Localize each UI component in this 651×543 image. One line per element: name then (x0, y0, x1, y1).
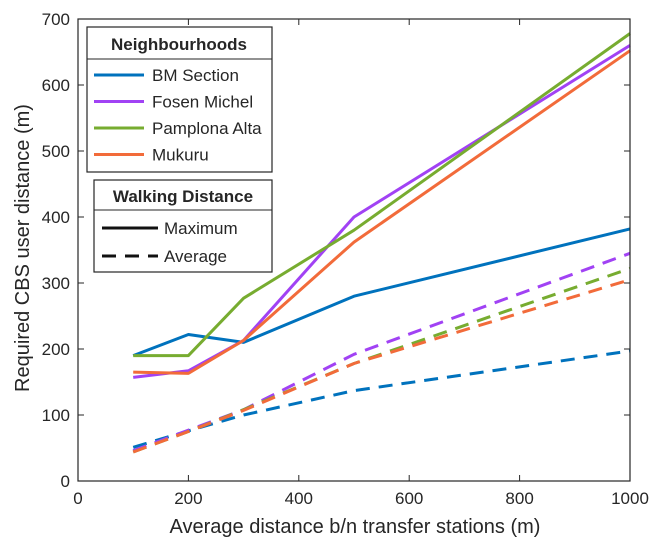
series-line-solid-0 (132, 227, 631, 358)
legend-entries: Maximum Average (102, 219, 238, 266)
tick-labels: 0 200 400 600 800 1000 0 100 200 300 400 500 600 700 (42, 10, 649, 508)
legend-walking-distance: Walking Distance Maximum Average (93, 179, 273, 273)
x-axis-label: Average distance b/n transfer stations (… (170, 516, 541, 538)
series-layer (132, 32, 631, 454)
legend-entry-label: Fosen Michel (152, 93, 253, 112)
legend-box (86, 26, 273, 173)
x-tick-label: 600 (395, 489, 423, 508)
series-line-dashed-4 (132, 349, 631, 449)
y-tick-label: 400 (42, 208, 70, 227)
series-line-solid-2 (133, 32, 631, 358)
plot-frame (77, 18, 631, 482)
y-axis-label: Required CBS user distance (m) (12, 104, 34, 392)
axes (77, 18, 631, 482)
y-tick-label: 200 (42, 340, 70, 359)
y-tick-label: 500 (42, 142, 70, 161)
series-line-dashed-5 (132, 251, 631, 453)
legend-entry-label: Maximum (164, 219, 238, 238)
y-tick-label: 300 (42, 274, 70, 293)
legend-box (93, 179, 273, 273)
y-tick-label: 100 (42, 406, 70, 425)
legend-entry-label: Average (164, 247, 227, 266)
x-tick-label: 800 (505, 489, 533, 508)
legend-entry-label: Pamplona Alta (152, 119, 262, 138)
legend-entries: BM Section Fosen Michel Pamplona Alta Mukur… (94, 66, 262, 165)
x-tick-label: 200 (174, 489, 202, 508)
legend-title: Neighbourhoods (111, 35, 247, 54)
series-line-dashed-7 (132, 278, 631, 454)
series-line-solid-3 (133, 49, 631, 375)
x-tick-label: 0 (73, 489, 82, 508)
legend-neighbourhoods: Neighbourhoods BM Section Fosen Michel Pam… (86, 26, 273, 173)
x-tick-label: 1000 (611, 489, 649, 508)
legend-entry-label: Mukuru (152, 146, 209, 165)
legend-title: Walking Distance (113, 187, 253, 206)
y-tick-label: 0 (61, 472, 70, 491)
x-tick-label: 400 (285, 489, 313, 508)
legend-entry-label: BM Section (152, 66, 239, 85)
y-tick-label: 700 (42, 10, 70, 29)
y-tick-label: 600 (42, 76, 70, 95)
